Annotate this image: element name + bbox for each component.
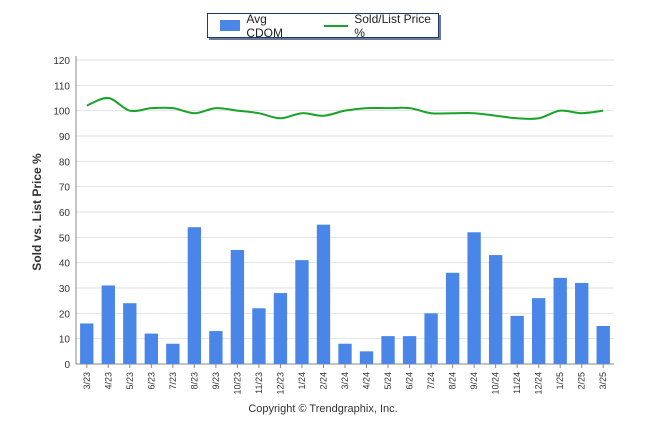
bar — [101, 285, 115, 364]
bar — [553, 277, 567, 364]
y-tick-label: 10 — [59, 335, 71, 346]
x-tick-label: 11/24 — [512, 372, 522, 394]
bar — [166, 343, 180, 364]
x-tick-label: 1/24 — [297, 372, 307, 390]
x-tick-label: 2/24 — [318, 372, 328, 390]
y-tick-label: 20 — [59, 309, 71, 320]
bar — [424, 313, 438, 364]
bar — [596, 326, 610, 364]
bar — [123, 303, 137, 364]
y-tick-label: 0 — [64, 360, 70, 371]
bar — [359, 351, 374, 364]
x-tick-label: 12/23 — [275, 372, 285, 395]
y-tick-label: 120 — [53, 56, 70, 67]
legend-item-bar: Avg CDOM — [208, 12, 302, 40]
bar — [575, 282, 589, 364]
y-tick-label: 100 — [53, 107, 70, 118]
x-tick-label: 7/23 — [168, 372, 178, 390]
bar — [467, 232, 481, 364]
sold-list-price-line — [86, 96, 604, 120]
x-tick-label: 9/23 — [211, 372, 221, 390]
x-tick-label: 9/24 — [469, 372, 479, 390]
x-tick-label: 5/24 — [383, 372, 393, 390]
x-tick-label: 6/24 — [405, 372, 415, 390]
y-tick-label: 70 — [59, 183, 71, 194]
y-tick-label: 80 — [59, 157, 71, 168]
x-tick-label: 8/24 — [448, 372, 458, 390]
bar — [532, 298, 546, 364]
legend-label-avg-cdom: Avg CDOM — [246, 11, 284, 40]
bar — [316, 224, 331, 364]
x-tick-label: 10/24 — [491, 372, 501, 395]
bar — [338, 343, 352, 364]
bar — [488, 255, 503, 364]
x-tick-label: 7/24 — [426, 372, 436, 390]
x-tick-label: 3/25 — [598, 372, 608, 390]
legend-bar-swatch — [220, 20, 241, 31]
x-tick-label: 1/25 — [555, 372, 565, 390]
y-tick-label: 60 — [59, 208, 71, 219]
bar — [445, 272, 460, 364]
y-tick-label: 40 — [59, 259, 71, 270]
legend-label-sold-list: Sold/List Price % — [354, 11, 431, 40]
legend: Avg CDOM Sold/List Price % — [207, 12, 439, 40]
y-tick-label: 110 — [54, 81, 70, 92]
x-tick-label: 2/25 — [577, 372, 587, 390]
x-tick-label: 4/24 — [362, 372, 372, 390]
x-tick-label: 3/23 — [82, 372, 92, 390]
x-tick-label: 6/23 — [146, 372, 156, 390]
bar — [273, 293, 288, 364]
copyright-text: Copyright © Trendgraphix, Inc. — [248, 403, 398, 415]
y-tick-label: 50 — [59, 233, 71, 244]
x-tick-label: 5/23 — [125, 372, 135, 390]
x-tick-label: 12/24 — [534, 372, 544, 395]
bar — [230, 250, 245, 364]
bar — [252, 308, 266, 364]
bar — [80, 323, 94, 364]
bar — [402, 336, 417, 364]
x-tick-label: 8/23 — [189, 372, 199, 390]
legend-item-line: Sold/List Price % — [302, 12, 438, 40]
x-tick-label: 11/23 — [254, 372, 264, 394]
bar — [209, 331, 223, 364]
x-tick-label: 10/23 — [232, 372, 242, 395]
bar — [187, 227, 202, 364]
y-tick-label: 30 — [59, 284, 71, 295]
legend-line-swatch — [324, 24, 349, 27]
y-axis-label: Sold vs. List Price % — [30, 153, 44, 271]
bar — [144, 333, 158, 364]
y-tick-label: 90 — [59, 132, 71, 143]
x-tick-label: 4/23 — [103, 372, 113, 390]
bar — [510, 315, 524, 364]
bar — [295, 260, 309, 364]
bar — [381, 336, 395, 364]
x-tick-label: 3/24 — [340, 372, 350, 390]
